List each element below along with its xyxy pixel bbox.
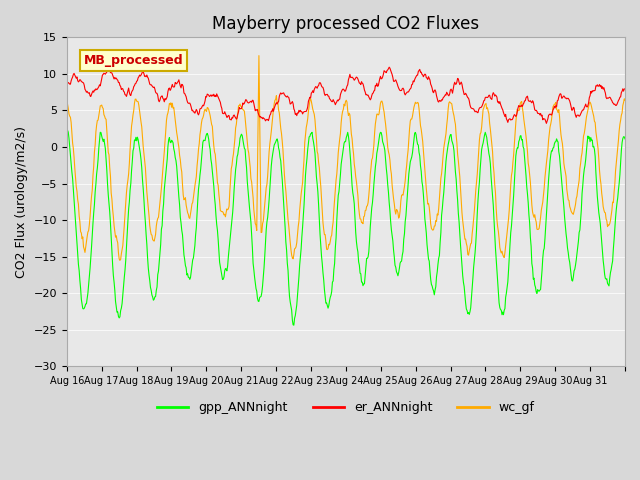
Y-axis label: CO2 Flux (urology/m2/s): CO2 Flux (urology/m2/s)	[15, 126, 28, 278]
Title: Mayberry processed CO2 Fluxes: Mayberry processed CO2 Fluxes	[212, 15, 479, 33]
Legend: gpp_ANNnight, er_ANNnight, wc_gf: gpp_ANNnight, er_ANNnight, wc_gf	[152, 396, 540, 420]
Text: MB_processed: MB_processed	[84, 54, 183, 67]
